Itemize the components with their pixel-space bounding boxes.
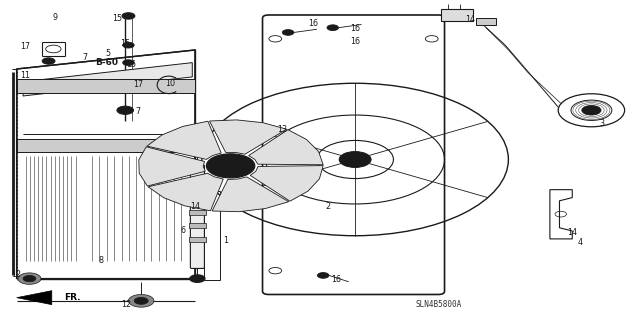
Polygon shape xyxy=(17,78,195,93)
Text: 15: 15 xyxy=(127,60,137,69)
Polygon shape xyxy=(209,120,287,154)
Text: 9: 9 xyxy=(52,13,58,22)
Circle shape xyxy=(123,60,134,65)
FancyBboxPatch shape xyxy=(262,15,445,294)
Bar xyxy=(189,210,205,215)
Circle shape xyxy=(134,297,148,304)
Text: 4: 4 xyxy=(578,238,583,247)
Bar xyxy=(476,18,495,25)
Text: 17: 17 xyxy=(133,80,143,89)
Polygon shape xyxy=(23,63,192,96)
Wedge shape xyxy=(18,273,41,284)
FancyBboxPatch shape xyxy=(190,165,204,269)
Text: FR.: FR. xyxy=(65,293,81,302)
Text: 3: 3 xyxy=(600,119,605,129)
Circle shape xyxy=(23,275,36,282)
Circle shape xyxy=(122,13,135,19)
Polygon shape xyxy=(212,177,289,212)
Text: 16: 16 xyxy=(350,24,360,33)
Circle shape xyxy=(123,42,134,48)
Text: 14: 14 xyxy=(191,202,200,211)
Circle shape xyxy=(339,152,371,167)
Circle shape xyxy=(317,272,329,278)
Polygon shape xyxy=(17,291,52,305)
Polygon shape xyxy=(139,147,205,186)
Text: 7: 7 xyxy=(83,53,88,62)
Text: 14: 14 xyxy=(465,15,475,24)
Text: 16: 16 xyxy=(331,275,341,284)
Polygon shape xyxy=(148,173,223,211)
Text: 13: 13 xyxy=(276,125,287,134)
Text: 7: 7 xyxy=(136,107,141,116)
Text: 14: 14 xyxy=(567,228,577,237)
Polygon shape xyxy=(147,121,221,160)
Circle shape xyxy=(327,25,339,31)
Text: 12: 12 xyxy=(122,300,132,309)
Text: 5: 5 xyxy=(106,48,111,58)
Text: 17: 17 xyxy=(20,42,30,51)
Polygon shape xyxy=(250,166,323,201)
Text: 10: 10 xyxy=(165,79,175,88)
Circle shape xyxy=(189,275,205,282)
Circle shape xyxy=(225,163,236,168)
Circle shape xyxy=(282,30,294,35)
Circle shape xyxy=(582,106,601,115)
Text: 2: 2 xyxy=(325,202,330,211)
Text: 16: 16 xyxy=(308,19,319,28)
Text: 1: 1 xyxy=(223,236,228,245)
Text: 12: 12 xyxy=(12,270,22,279)
Text: 6: 6 xyxy=(180,226,185,234)
Circle shape xyxy=(189,146,205,154)
Circle shape xyxy=(206,154,255,178)
Circle shape xyxy=(117,106,134,115)
Bar xyxy=(189,223,205,228)
Text: 15: 15 xyxy=(113,14,123,23)
Circle shape xyxy=(218,160,243,172)
Bar xyxy=(189,237,205,242)
Circle shape xyxy=(123,77,134,83)
Text: B-60: B-60 xyxy=(95,58,118,67)
Text: 8: 8 xyxy=(99,256,104,265)
Polygon shape xyxy=(249,130,323,165)
Text: SLN4B5800A: SLN4B5800A xyxy=(415,300,461,309)
Text: 16: 16 xyxy=(350,37,360,46)
Bar xyxy=(442,9,473,21)
Circle shape xyxy=(42,58,55,64)
Polygon shape xyxy=(17,139,195,152)
Text: 11: 11 xyxy=(20,71,30,80)
Wedge shape xyxy=(129,294,154,307)
Text: 15: 15 xyxy=(120,39,131,48)
